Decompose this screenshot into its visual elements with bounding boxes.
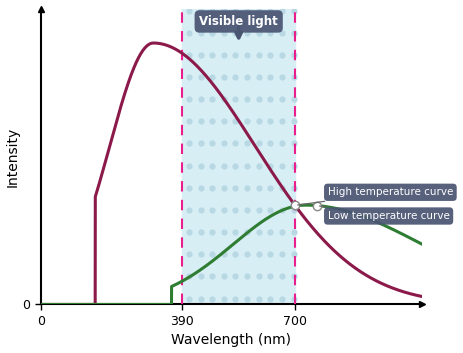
Bar bbox=[182, 9, 294, 305]
Text: Visible light: Visible light bbox=[199, 15, 277, 28]
Y-axis label: Intensity: Intensity bbox=[6, 127, 19, 187]
X-axis label: Wavelength (nm): Wavelength (nm) bbox=[171, 334, 291, 347]
Text: Low temperature curve: Low temperature curve bbox=[319, 206, 449, 221]
Text: High temperature curve: High temperature curve bbox=[297, 187, 452, 205]
